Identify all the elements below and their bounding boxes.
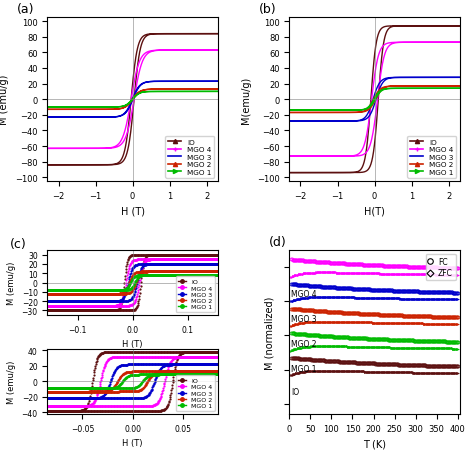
Text: MGO 1: MGO 1 bbox=[291, 364, 317, 373]
Legend: FC, ZFC: FC, ZFC bbox=[426, 254, 456, 281]
X-axis label: H(T): H(T) bbox=[364, 206, 385, 216]
Legend: IO, MGO 4, MGO 3, MGO 2, MGO 1: IO, MGO 4, MGO 3, MGO 2, MGO 1 bbox=[176, 277, 215, 312]
Y-axis label: M (emu/g): M (emu/g) bbox=[7, 360, 16, 403]
X-axis label: T (K): T (K) bbox=[363, 438, 386, 448]
Text: MGO 4: MGO 4 bbox=[291, 289, 317, 298]
X-axis label: H (T): H (T) bbox=[122, 339, 143, 349]
Y-axis label: M (normalized): M (normalized) bbox=[264, 296, 274, 369]
Text: (b): (b) bbox=[259, 3, 276, 16]
Text: MGO 2: MGO 2 bbox=[291, 339, 317, 348]
Text: (a): (a) bbox=[17, 3, 34, 16]
X-axis label: H (T): H (T) bbox=[120, 206, 145, 216]
Text: MGO 3: MGO 3 bbox=[291, 315, 317, 324]
Y-axis label: M(emu/g): M(emu/g) bbox=[241, 76, 251, 124]
Y-axis label: M (emu/g): M (emu/g) bbox=[7, 261, 16, 304]
Text: (c): (c) bbox=[10, 237, 27, 250]
Legend: IO, MGO 4, MGO 3, MGO 2, MGO 1: IO, MGO 4, MGO 3, MGO 2, MGO 1 bbox=[165, 136, 214, 178]
Y-axis label: M (emu/g): M (emu/g) bbox=[0, 75, 9, 125]
Legend: IO, MGO 4, MGO 3, MGO 2, MGO 1: IO, MGO 4, MGO 3, MGO 2, MGO 1 bbox=[176, 375, 215, 411]
Legend: IO, MGO 4, MGO 3, MGO 2, MGO 1: IO, MGO 4, MGO 3, MGO 2, MGO 1 bbox=[407, 136, 456, 178]
Text: (d): (d) bbox=[269, 236, 287, 248]
X-axis label: H (T): H (T) bbox=[122, 438, 143, 447]
Text: IO: IO bbox=[291, 388, 299, 397]
